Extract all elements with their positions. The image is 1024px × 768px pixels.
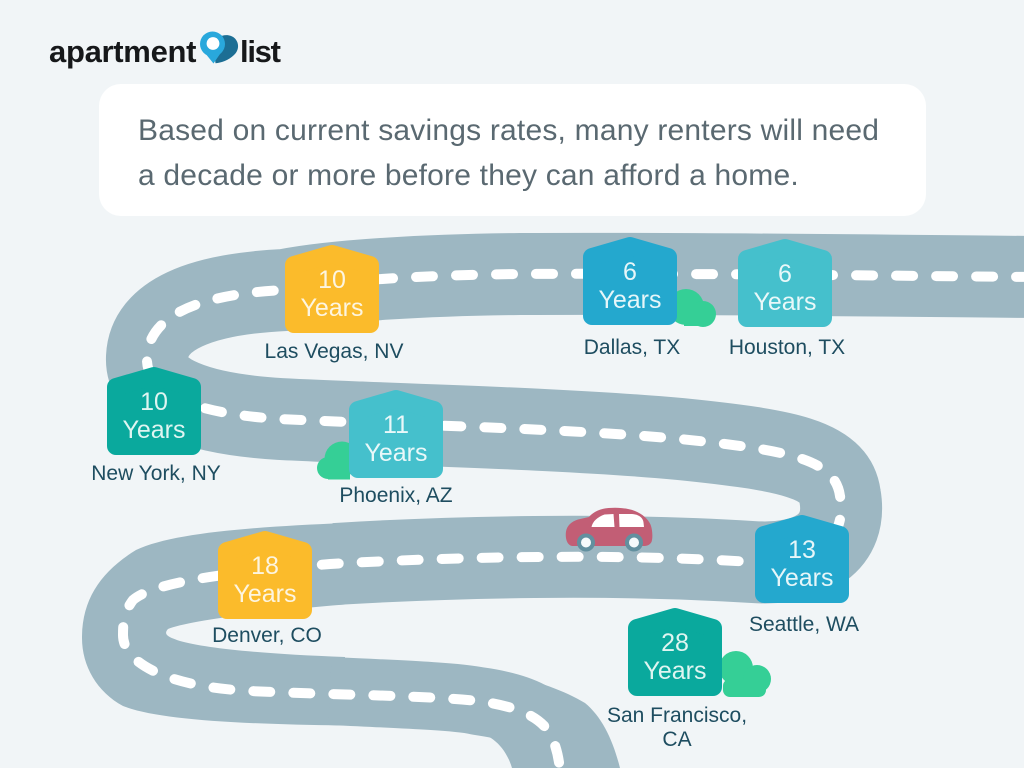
svg-text:list: list — [240, 34, 281, 69]
svg-text:New York, NY: New York, NY — [91, 462, 221, 485]
svg-text:a decade or more before they c: a decade or more before they can afford … — [138, 159, 799, 192]
svg-text:28: 28 — [661, 629, 689, 657]
svg-text:apartment: apartment — [49, 34, 196, 69]
svg-text:6: 6 — [623, 258, 637, 286]
svg-text:Seattle, WA: Seattle, WA — [749, 613, 859, 636]
svg-text:Years: Years — [753, 288, 816, 316]
svg-text:11: 11 — [383, 411, 409, 439]
svg-text:Based on current savings rates: Based on current savings rates, many ren… — [138, 114, 879, 147]
svg-text:13: 13 — [788, 536, 816, 564]
svg-text:6: 6 — [778, 260, 792, 288]
svg-text:Years: Years — [122, 416, 185, 444]
svg-text:Houston, TX: Houston, TX — [729, 336, 845, 359]
svg-text:Years: Years — [300, 294, 363, 322]
svg-text:Years: Years — [598, 286, 661, 314]
svg-text:18: 18 — [251, 552, 279, 580]
svg-text:10: 10 — [318, 266, 346, 294]
svg-text:Dallas, TX: Dallas, TX — [584, 336, 680, 359]
svg-text:Phoenix, AZ: Phoenix, AZ — [339, 484, 452, 507]
svg-text:Years: Years — [643, 657, 706, 685]
svg-text:Years: Years — [770, 564, 833, 592]
svg-text:CA: CA — [662, 728, 691, 751]
svg-text:Years: Years — [364, 439, 427, 467]
svg-text:Denver, CO: Denver, CO — [212, 624, 322, 647]
svg-text:Las Vegas, NV: Las Vegas, NV — [265, 340, 404, 363]
svg-text:San Francisco,: San Francisco, — [607, 704, 747, 727]
svg-text:Years: Years — [233, 580, 296, 608]
svg-text:10: 10 — [140, 388, 168, 416]
